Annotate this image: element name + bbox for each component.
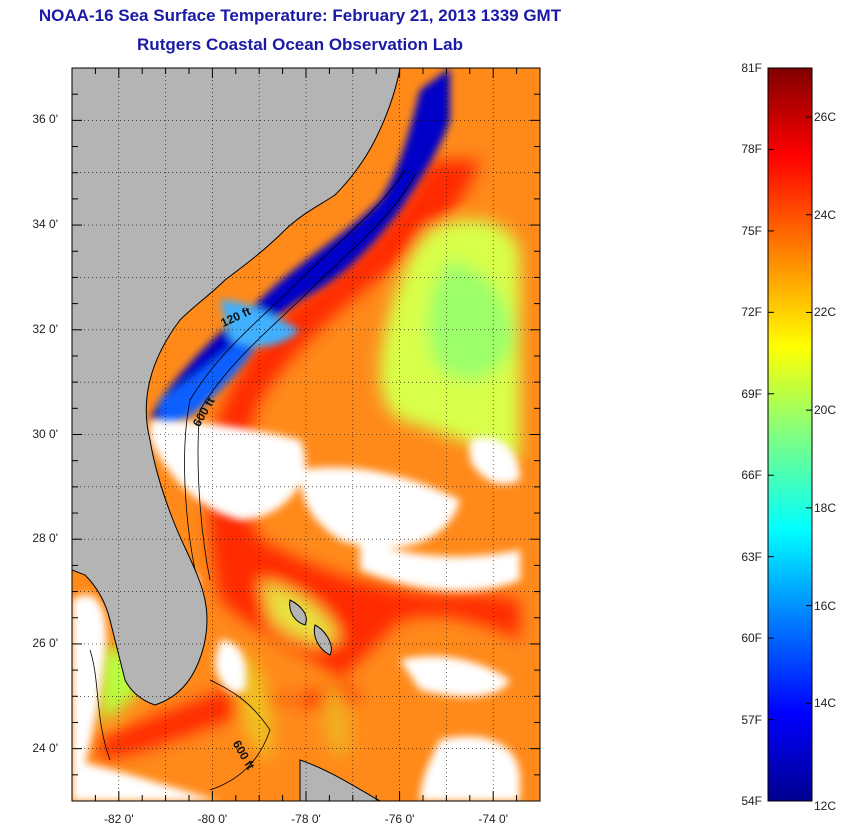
- colorbar-f-label: 57F: [741, 712, 762, 727]
- lat-tick-label: 30 0': [32, 426, 58, 441]
- colorbar-c-label: 18C: [814, 500, 837, 515]
- colorbar-f-label: 66F: [741, 468, 762, 483]
- colorbar-c-label: 14C: [814, 696, 837, 711]
- colorbar-f-label: 72F: [741, 305, 762, 320]
- colorbar-c-label: 16C: [814, 598, 837, 613]
- map-subtitle: Rutgers Coastal Ocean Observation Lab: [137, 35, 463, 54]
- colorbar-f-label: 81F: [741, 61, 762, 75]
- colorbar-f-label: 69F: [741, 386, 762, 401]
- colorbar-c-label: 24C: [814, 207, 837, 222]
- lat-tick-label: 34 0': [32, 217, 58, 232]
- lat-tick-label: 24 0': [32, 740, 58, 755]
- colorbar-f-label: 63F: [741, 549, 762, 564]
- colorbar-c-label: 26C: [814, 110, 837, 124]
- land-mass: [72, 68, 401, 706]
- lat-tick-label: 28 0': [32, 531, 58, 546]
- lon-tick-label: -74 0': [478, 812, 509, 826]
- colorbar-f-label: 60F: [741, 631, 762, 646]
- lat-tick-label: 36 0': [32, 112, 58, 127]
- colorbar-c-label: 20C: [814, 403, 837, 418]
- lon-tick-label: -82 0': [103, 812, 134, 826]
- colorbar-c-label: 12C: [814, 799, 837, 813]
- lat-tick-label: 32 0': [32, 321, 58, 336]
- map-plot-area: [72, 68, 540, 801]
- lon-tick-label: -76 0': [384, 812, 415, 826]
- colorbar: [767, 67, 813, 802]
- colorbar-f-label: 54F: [741, 794, 762, 808]
- colorbar-c-label: 22C: [814, 305, 837, 320]
- lon-tick-label: -80 0': [197, 812, 228, 826]
- colorbar-f-label: 75F: [741, 223, 762, 238]
- map-title: NOAA-16 Sea Surface Temperature: Februar…: [38, 6, 562, 25]
- lon-tick-label: -78 0': [291, 812, 321, 826]
- lat-tick-label: 26 0': [32, 635, 58, 650]
- colorbar-f-label: 78F: [741, 142, 762, 157]
